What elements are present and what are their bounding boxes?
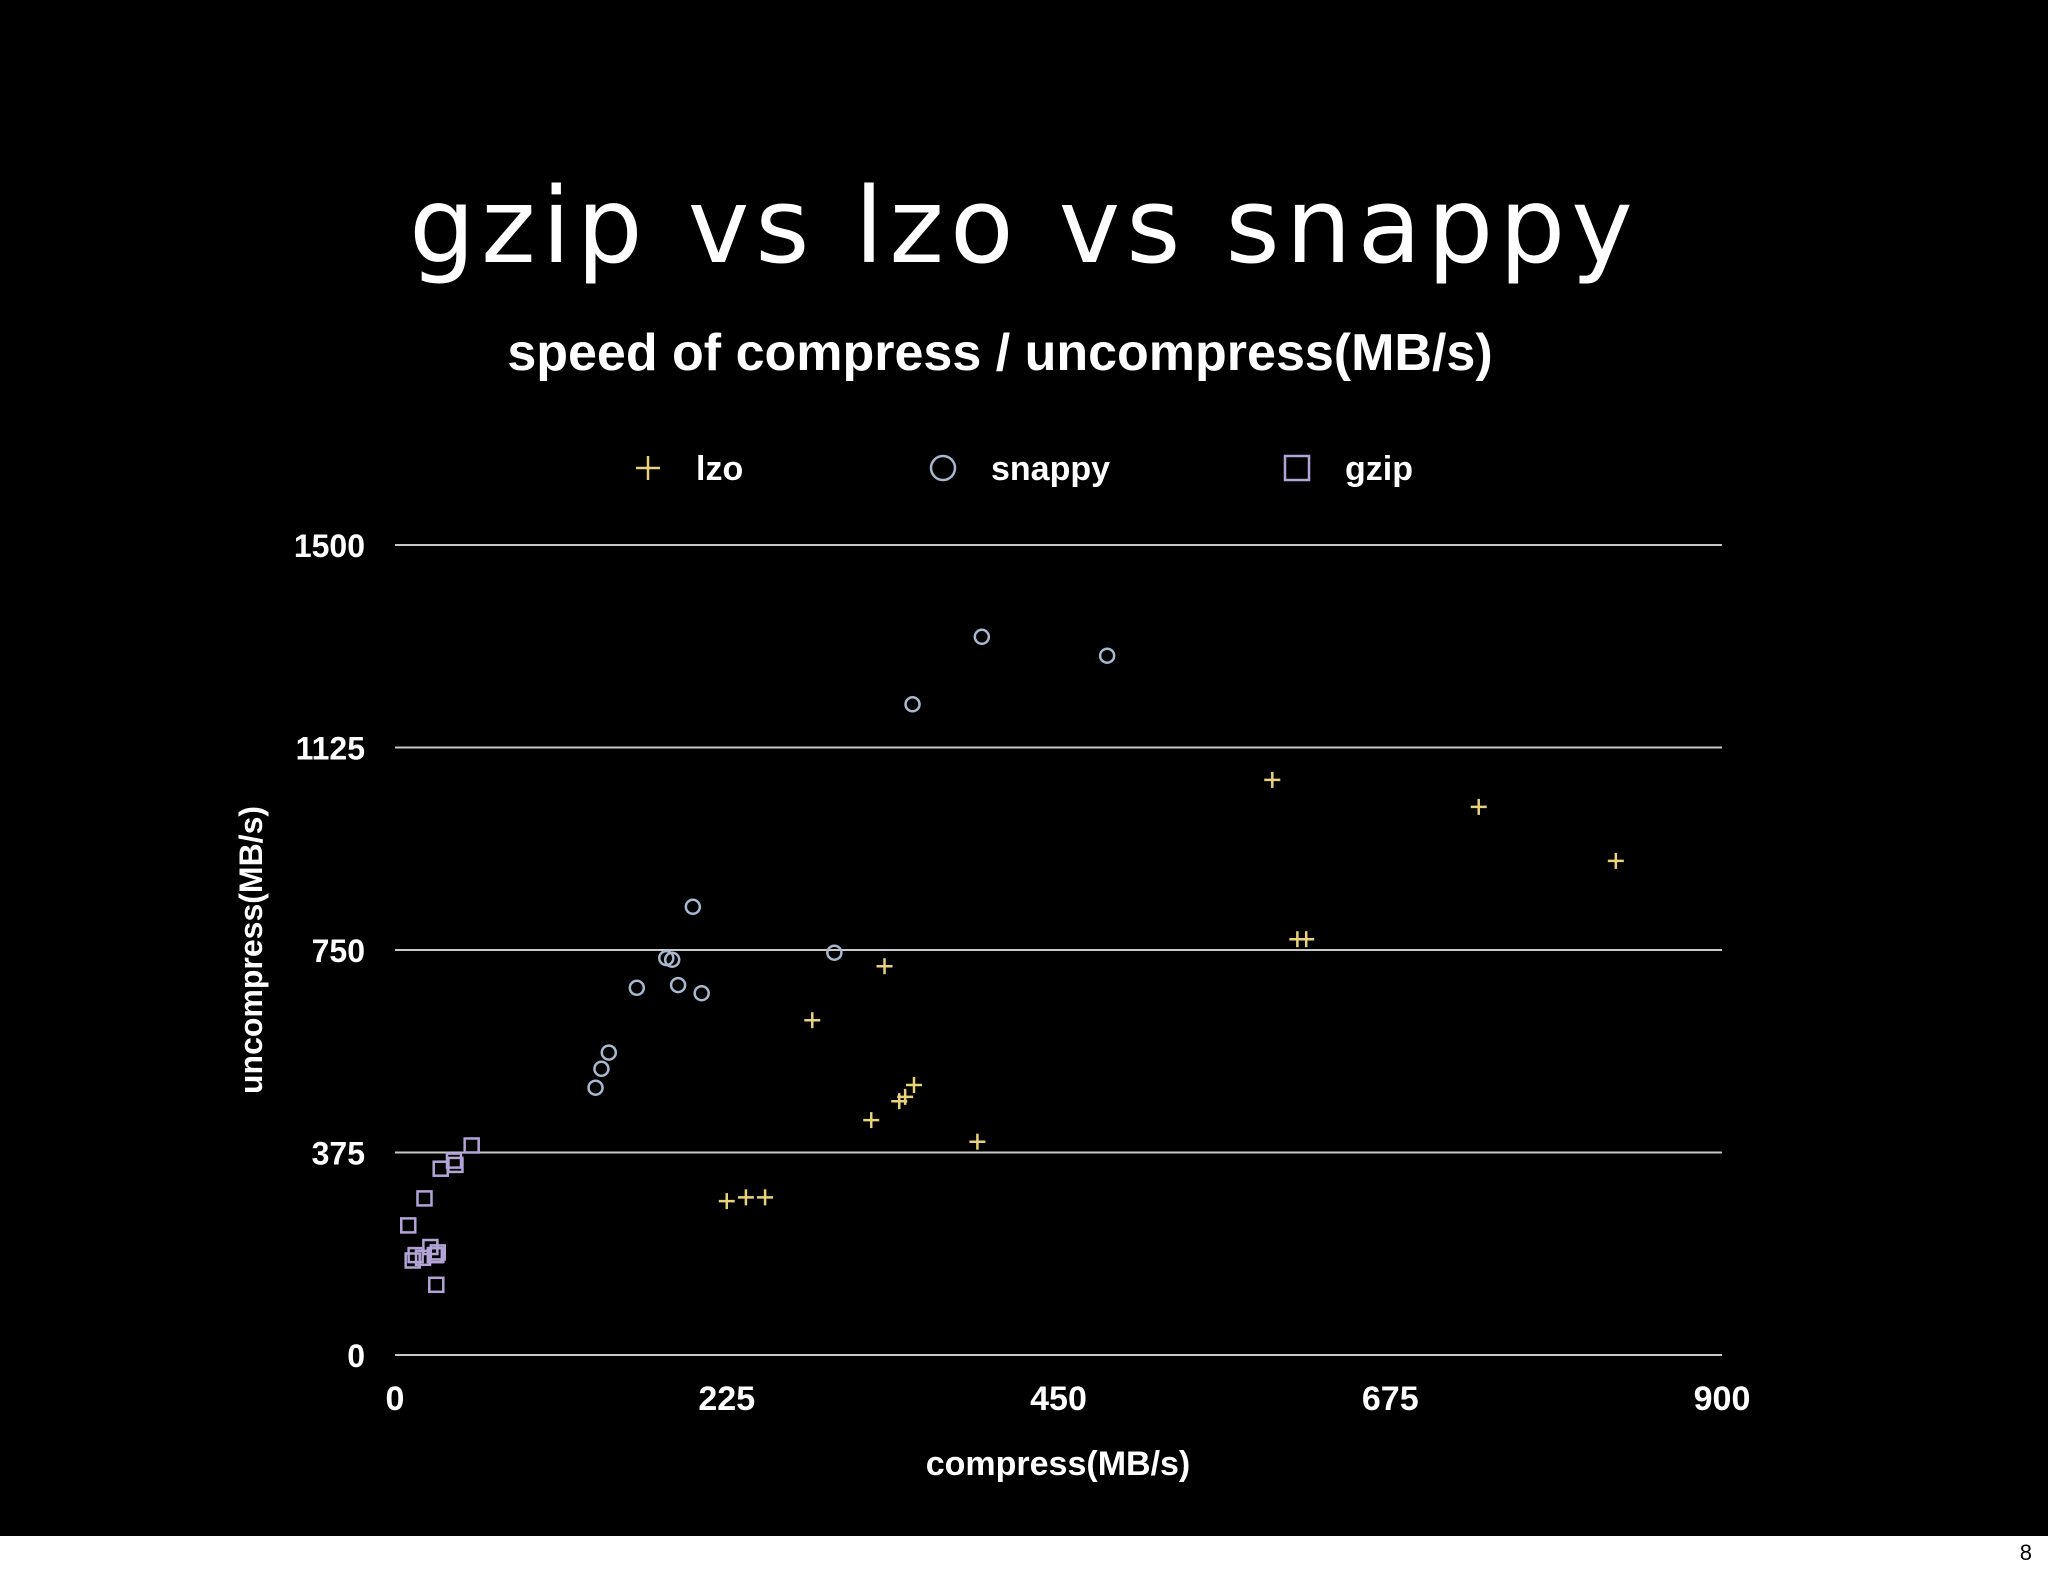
legend-label-snappy: snappy [991,450,1110,488]
y-axis-label: uncompress(MB/s) [233,806,269,1094]
y-tick-label: 1500 [294,528,365,564]
point-snappy [663,951,681,968]
legend-marker-snappy [929,454,957,482]
legend-marker-gzip [1283,454,1311,482]
point-lzo [906,1077,923,1093]
point-lzo [718,1193,735,1210]
x-tick-label: 0 [386,1380,405,1418]
point-gzip [463,1137,480,1154]
point-lzo [876,958,893,975]
point-snappy [587,1079,604,1096]
point-lzo [863,1112,880,1129]
legend-marker-lzo [636,456,660,480]
point-lzo [1264,771,1281,788]
point-lzo [804,1012,821,1029]
point-snappy [684,898,702,916]
footer-page-number: 8 [2019,1540,2032,1565]
point-snappy [826,944,843,961]
point-lzo [969,1133,986,1150]
point-snappy [628,979,646,997]
y-tick-label: 1125 [296,731,365,767]
point-gzip [428,1276,445,1294]
point-lzo [1470,798,1487,815]
point-snappy [904,696,921,713]
x-tick-label: 225 [698,1380,755,1418]
scatter-chart: speed of compress / uncompress(MB/s) 0 37… [233,324,1751,1483]
point-lzo [737,1189,754,1206]
x-tick-label: 675 [1362,1380,1419,1418]
legend-label-lzo: lzo [696,450,743,488]
y-tick-label: 375 [312,1136,365,1172]
point-gzip [445,1152,463,1169]
point-snappy [1098,647,1116,664]
x-tick-label: 450 [1030,1380,1087,1418]
point-gzip [432,1160,449,1177]
y-tick-label: 750 [312,933,365,969]
point-gzip [404,1252,421,1269]
point-snappy [973,628,991,646]
point-snappy [669,976,687,994]
x-tick-label: 900 [1694,1380,1751,1418]
point-gzip [429,1244,447,1261]
chart-title: speed of compress / uncompress(MB/s) [507,324,1492,382]
point-gzip [447,1156,464,1174]
point-snappy [593,1060,610,1078]
point-lzo [1607,852,1624,869]
point-snappy [600,1044,618,1061]
point-snappy [693,984,710,1002]
legend-label-gzip: gzip [1345,450,1413,488]
point-lzo [897,1088,914,1105]
point-gzip [428,1246,445,1264]
point-lzo [757,1189,774,1206]
slide: gzip vs lzo vs snappy speed of compress … [0,0,2048,1536]
point-gzip [400,1217,417,1234]
x-axis-label: compress(MB/s) [926,1445,1191,1483]
y-tick-label: 0 [347,1338,365,1374]
slide-title: gzip vs lzo vs snappy [409,165,1639,287]
point-lzo [1298,931,1315,948]
point-gzip [416,1190,433,1207]
